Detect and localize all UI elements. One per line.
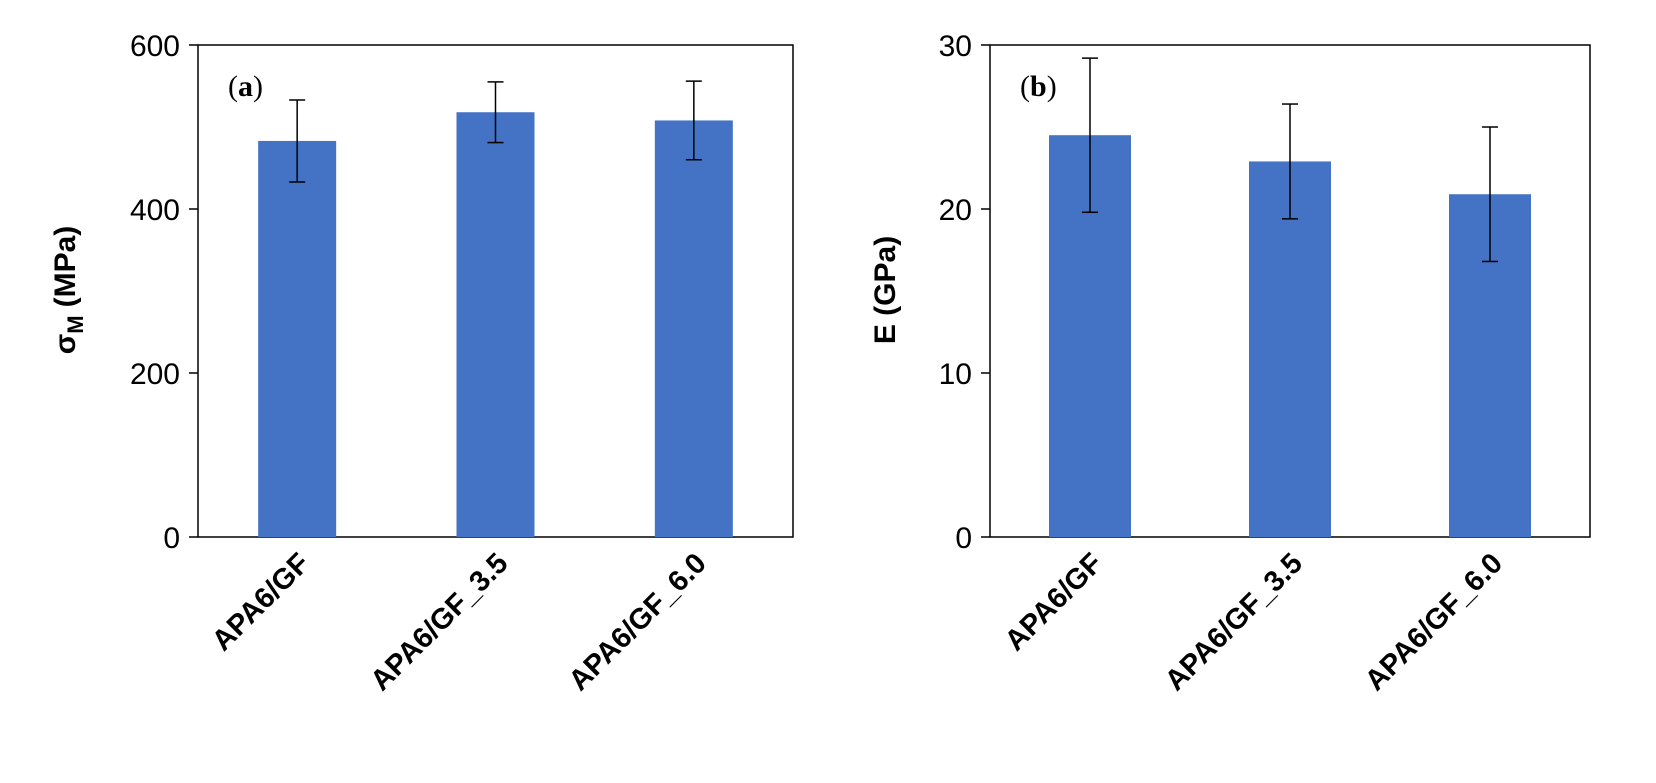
y-tick-label: 200	[130, 358, 180, 391]
x-category-label: APA6/GF_3.5	[1159, 547, 1309, 697]
y-tick-label: 30	[939, 30, 972, 63]
panel-a: σM(MPa) (a) 0 200 400 600 APA6/GF APA6/GF_3.5…	[49, 30, 794, 697]
y-tick-label: 400	[130, 194, 180, 227]
bar	[258, 140, 337, 537]
y-tick-label: 0	[955, 522, 972, 555]
y-tick-label: 600	[130, 30, 180, 63]
x-category-label: APA6/GF_6.0	[563, 547, 713, 697]
x-category-label: APA6/GF	[999, 547, 1109, 657]
bar	[654, 120, 733, 537]
y-tick-label: 0	[163, 522, 180, 555]
bar	[456, 112, 535, 538]
y-tick-label: 10	[939, 358, 972, 391]
panel-b: E (GPa) (b) 0 10 20 30 APA6/GF APA6/GF_3.5 APA…	[869, 30, 1591, 697]
x-category-label: APA6/GF_6.0	[1359, 547, 1509, 697]
panel-label: (a)	[228, 70, 263, 103]
y-axis-title: σM(MPa)	[49, 226, 88, 355]
x-category-label: APA6/GF	[206, 547, 316, 657]
y-axis-title: E (GPa)	[869, 236, 902, 344]
panel-label: (b)	[1020, 70, 1057, 103]
bar	[1249, 161, 1331, 537]
x-category-label: APA6/GF_3.5	[365, 547, 515, 697]
y-tick-label: 20	[939, 194, 972, 227]
